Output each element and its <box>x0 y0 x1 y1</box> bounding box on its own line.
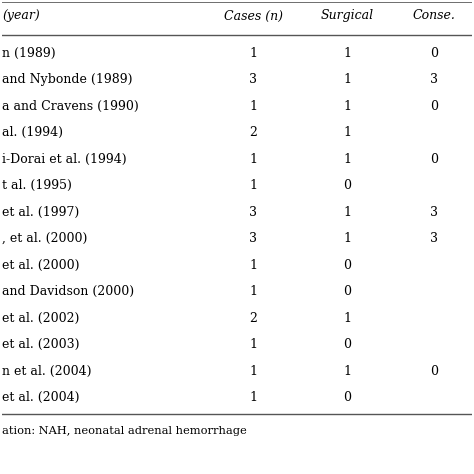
Text: 1: 1 <box>344 153 351 166</box>
Text: Surgical: Surgical <box>321 9 374 22</box>
Text: 0: 0 <box>344 285 351 298</box>
Text: 0: 0 <box>430 100 438 113</box>
Text: 1: 1 <box>344 232 351 245</box>
Text: 3: 3 <box>249 73 257 86</box>
Text: 1: 1 <box>249 100 257 113</box>
Text: 1: 1 <box>249 365 257 378</box>
Text: and Nybonde (1989): and Nybonde (1989) <box>2 73 133 86</box>
Text: 3: 3 <box>430 232 438 245</box>
Text: 1: 1 <box>344 312 351 325</box>
Text: 2: 2 <box>249 312 257 325</box>
Text: et al. (2004): et al. (2004) <box>2 391 80 404</box>
Text: 1: 1 <box>249 338 257 351</box>
Text: 1: 1 <box>249 47 257 60</box>
Text: (year): (year) <box>2 9 40 22</box>
Text: i-Dorai et al. (1994): i-Dorai et al. (1994) <box>2 153 127 166</box>
Text: 0: 0 <box>344 338 351 351</box>
Text: et al. (2002): et al. (2002) <box>2 312 79 325</box>
Text: 1: 1 <box>249 153 257 166</box>
Text: et al. (2003): et al. (2003) <box>2 338 80 351</box>
Text: 1: 1 <box>344 100 351 113</box>
Text: al. (1994): al. (1994) <box>2 126 63 139</box>
Text: et al. (1997): et al. (1997) <box>2 206 79 219</box>
Text: and Davidson (2000): and Davidson (2000) <box>2 285 134 298</box>
Text: 0: 0 <box>430 365 438 378</box>
Text: n et al. (2004): n et al. (2004) <box>2 365 91 378</box>
Text: n (1989): n (1989) <box>2 47 55 60</box>
Text: 0: 0 <box>430 153 438 166</box>
Text: 3: 3 <box>249 206 257 219</box>
Text: 1: 1 <box>344 206 351 219</box>
Text: 0: 0 <box>344 391 351 404</box>
Text: a and Cravens (1990): a and Cravens (1990) <box>2 100 139 113</box>
Text: 3: 3 <box>430 73 438 86</box>
Text: et al. (2000): et al. (2000) <box>2 259 80 272</box>
Text: 1: 1 <box>344 126 351 139</box>
Text: Conse.: Conse. <box>413 9 456 22</box>
Text: 1: 1 <box>249 179 257 192</box>
Text: 1: 1 <box>249 259 257 272</box>
Text: Cases (n): Cases (n) <box>224 9 283 22</box>
Text: 2: 2 <box>249 126 257 139</box>
Text: 0: 0 <box>344 259 351 272</box>
Text: 3: 3 <box>430 206 438 219</box>
Text: 1: 1 <box>249 391 257 404</box>
Text: 3: 3 <box>249 232 257 245</box>
Text: 0: 0 <box>344 179 351 192</box>
Text: 0: 0 <box>430 47 438 60</box>
Text: 1: 1 <box>249 285 257 298</box>
Text: 1: 1 <box>344 73 351 86</box>
Text: ation: NAH, neonatal adrenal hemorrhage: ation: NAH, neonatal adrenal hemorrhage <box>2 426 247 436</box>
Text: t al. (1995): t al. (1995) <box>2 179 72 192</box>
Text: 1: 1 <box>344 47 351 60</box>
Text: , et al. (2000): , et al. (2000) <box>2 232 87 245</box>
Text: 1: 1 <box>344 365 351 378</box>
